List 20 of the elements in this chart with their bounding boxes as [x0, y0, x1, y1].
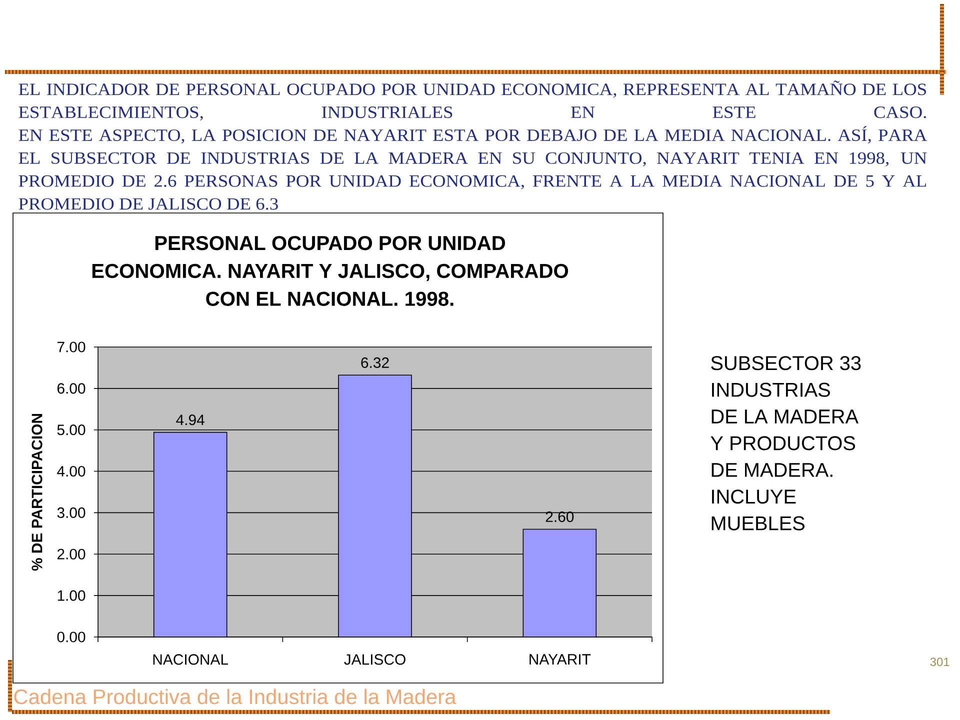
y-tick-label: 0.00	[57, 632, 86, 642]
chart-title: PERSONAL OCUPADO POR UNIDAD ECONOMICA. NAYARIT Y JALISCO, COMPARADO CON EL NACIONAL. 1998.	[92, 236, 568, 306]
x-tick-label: NAYARIT	[530, 654, 591, 664]
data-label: 6.32	[361, 357, 389, 368]
y-tick-label: 6.00	[57, 383, 86, 394]
text: 301	[930, 658, 950, 666]
text: EL INDICADOR DE PERSONAL OCUPADO POR UNIDAD ECONOMICA, REPRESENTA AL TAMAÑO DE LOS ESTABLECIMIENTOS, INDUSTRIALES EN ESTE CASO.	[18, 80, 926, 121]
y-tick-label: 4.00	[57, 466, 86, 477]
y-tick-label: 5.00	[57, 424, 86, 436]
y-tick-label: 2.00	[57, 548, 86, 560]
y-tick-label: 7.00	[57, 342, 86, 352]
x-tick-label: JALISCO	[344, 654, 406, 665]
y-tick-label: 3.00	[57, 507, 86, 518]
text: SUBSECTOR 33 INDUSTRIAS DE LA MADERA Y PRODUCTOS DE MADERA. INCLUYE MUEBLES	[710, 356, 861, 530]
text: Cadena Productiva de la Industria de la Madera	[14, 688, 456, 704]
y-tick-label: 1.00	[58, 590, 86, 601]
y-axis-title: % DE PARTICIPACION	[32, 414, 42, 571]
data-label: 4.94	[176, 414, 204, 426]
text: EN ESTE ASPECTO, LA POSICION DE NAYARIT ESTA POR DEBAJO DE LA MEDIA NACIONAL. ASÍ, PARA EL SUBSECTOR DE INDUSTRIAS DE LA MADERA EN SU CONJUNTO, NAYARIT TENIA EN 1998, UN PROMEDIO DE 2.6 PERSONAS POR UNIDAD ECONOMICA, FRENTE A LA MEDIA NACIONAL DE 5 Y AL PROMEDIO DE JALISCO DE 6.3	[18, 126, 927, 210]
x-tick-label: NACIONAL	[153, 654, 228, 665]
